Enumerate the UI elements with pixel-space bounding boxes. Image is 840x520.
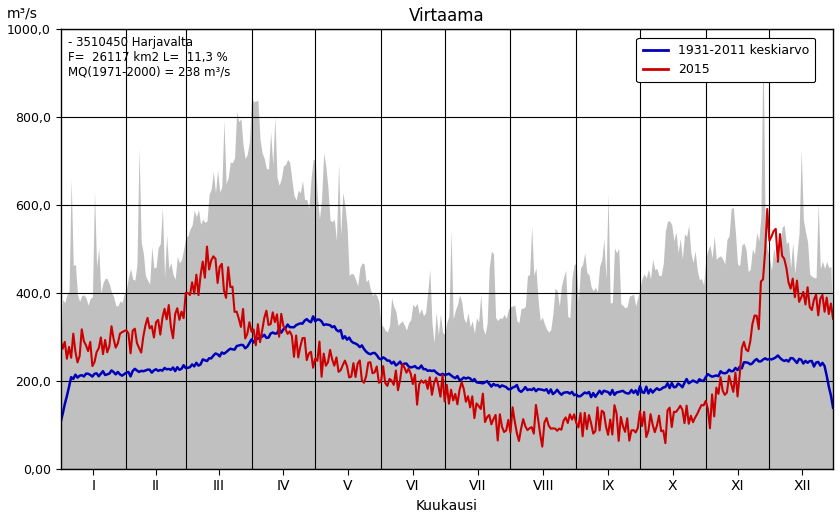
Text: m³/s: m³/s <box>7 6 37 20</box>
Title: Virtaama: Virtaama <box>409 7 485 25</box>
X-axis label: Kuukausi: Kuukausi <box>416 499 478 513</box>
Text: - 3510450 Harjavalta
F=  26117 km2 L=  11,3 %
MQ(1971-2000) = 238 m³/s: - 3510450 Harjavalta F= 26117 km2 L= 11,… <box>68 36 231 79</box>
Legend: 1931-2011 keskiarvo, 2015: 1931-2011 keskiarvo, 2015 <box>637 38 815 83</box>
